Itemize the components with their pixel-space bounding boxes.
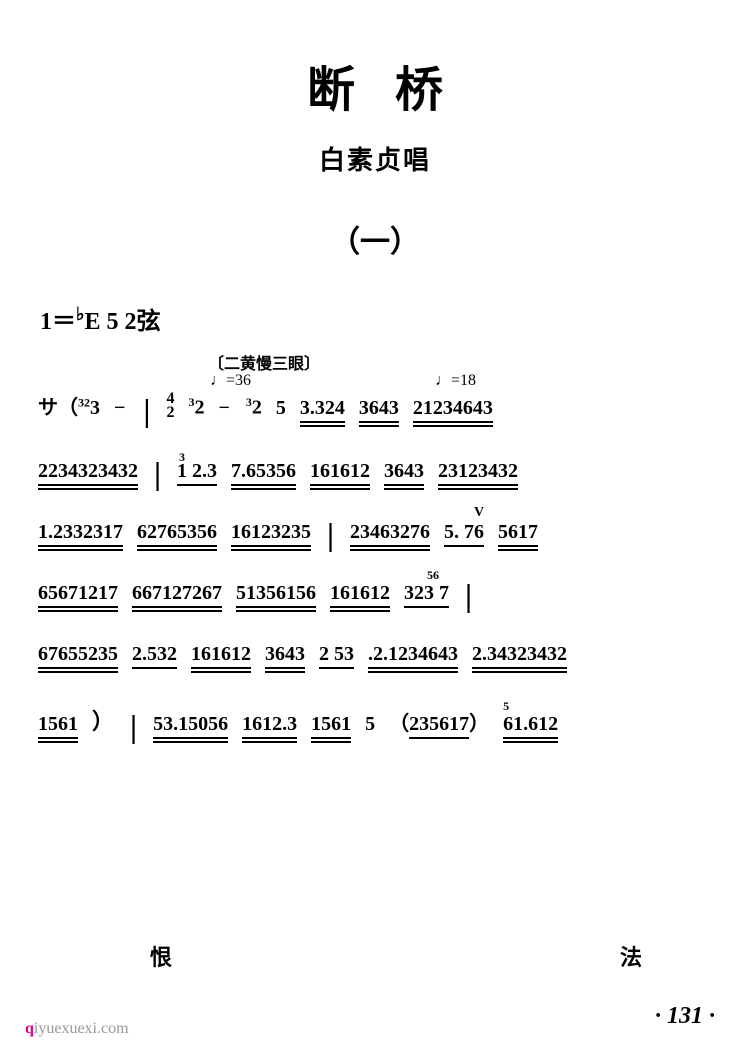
rest-dash: − bbox=[218, 397, 231, 420]
key-signature: 1＝♭E 5 2弦 bbox=[40, 301, 720, 336]
notation-line-5: 67655235 2.532 161612 3643 2 53 .2.12346… bbox=[30, 643, 720, 666]
note-group: 667127267 bbox=[132, 582, 222, 605]
note-group: 1.2332317 bbox=[38, 521, 123, 544]
note-group: 3.324 bbox=[300, 397, 345, 420]
notation-line-1: サ（323 − | 42 32 − 32 5 3.324 3643 212346… bbox=[30, 391, 720, 420]
note-group: 3643 bbox=[384, 460, 424, 483]
note-group: 1561 bbox=[311, 713, 351, 736]
line-prefix: サ（323 bbox=[38, 391, 100, 420]
barline: | bbox=[128, 716, 139, 736]
time-signature: 42 bbox=[166, 392, 174, 420]
tempo-1: ♩=36 bbox=[210, 372, 251, 390]
note-group: 2.34323432 bbox=[472, 643, 567, 666]
style-annotation: 〔二黄慢三眼〕 bbox=[208, 350, 320, 374]
paren-close: ） bbox=[92, 704, 114, 736]
note-group: 5 61.612 bbox=[503, 713, 558, 736]
note-group: 56 323 7 bbox=[404, 582, 449, 605]
note-group: 2234323432 bbox=[38, 460, 138, 483]
notation-line-4: 65671217 667127267 51356156 161612 56 32… bbox=[30, 582, 720, 605]
note-group: 161612 bbox=[330, 582, 390, 605]
note-group: 161612 bbox=[191, 643, 251, 666]
note-group: 23463276 bbox=[350, 521, 430, 544]
lyric-1: 恨 bbox=[150, 940, 172, 972]
section-number: （一） bbox=[30, 217, 720, 261]
note-group: 32 bbox=[246, 395, 262, 420]
note-group: 62765356 bbox=[137, 521, 217, 544]
note-group: 67655235 bbox=[38, 643, 118, 666]
note-group: 23123432 bbox=[438, 460, 518, 483]
note-group: 21234643 bbox=[413, 397, 493, 420]
note-group: 1612.3 bbox=[242, 713, 297, 736]
note-group: .2.1234643 bbox=[368, 643, 458, 666]
note-group: 3643 bbox=[359, 397, 399, 420]
note-group: 16123235 bbox=[231, 521, 311, 544]
rest-dash: − bbox=[114, 397, 127, 420]
sheet-subtitle: 白素贞唱 bbox=[30, 140, 720, 177]
note: 5 bbox=[276, 397, 286, 420]
note-group: 161612 bbox=[310, 460, 370, 483]
watermark: qiyuexuexi.com bbox=[25, 1020, 129, 1038]
tempo-2: ♩=18 bbox=[435, 372, 476, 390]
sheet-title: 断桥 bbox=[30, 50, 720, 120]
note-group: 2 53 bbox=[319, 643, 354, 666]
notation-line-2: 2234323432 | 1 2.33 7.65356 161612 3643 … bbox=[30, 460, 720, 483]
note-group: V 5. 76 bbox=[444, 521, 484, 544]
note-group: 1 2.33 bbox=[177, 460, 217, 483]
note-group: 53.15056 bbox=[153, 713, 228, 736]
note-group: 51356156 bbox=[236, 582, 316, 605]
note-group: 1561 bbox=[38, 713, 78, 736]
lyric-2: 法 bbox=[620, 940, 642, 972]
note-group: 32 bbox=[188, 395, 204, 420]
page-number: · 131 · bbox=[655, 1003, 715, 1030]
note-group: 3643 bbox=[265, 643, 305, 666]
paren-group: （235617） bbox=[389, 707, 489, 736]
note-group: 2.532 bbox=[132, 643, 177, 666]
barline: | bbox=[463, 585, 474, 605]
note-group: 65671217 bbox=[38, 582, 118, 605]
note-group: 5617 bbox=[498, 521, 538, 544]
notation-line-6: 1561 ） | 53.15056 1612.3 1561 5 （235617）… bbox=[30, 704, 720, 736]
notation-line-3: 1.2332317 62765356 16123235 | 23463276 V… bbox=[30, 521, 720, 544]
barline: | bbox=[325, 524, 336, 544]
note: 5 bbox=[365, 713, 375, 736]
barline: | bbox=[152, 463, 163, 483]
note-group: 7.65356 bbox=[231, 460, 296, 483]
barline: | bbox=[141, 400, 152, 420]
